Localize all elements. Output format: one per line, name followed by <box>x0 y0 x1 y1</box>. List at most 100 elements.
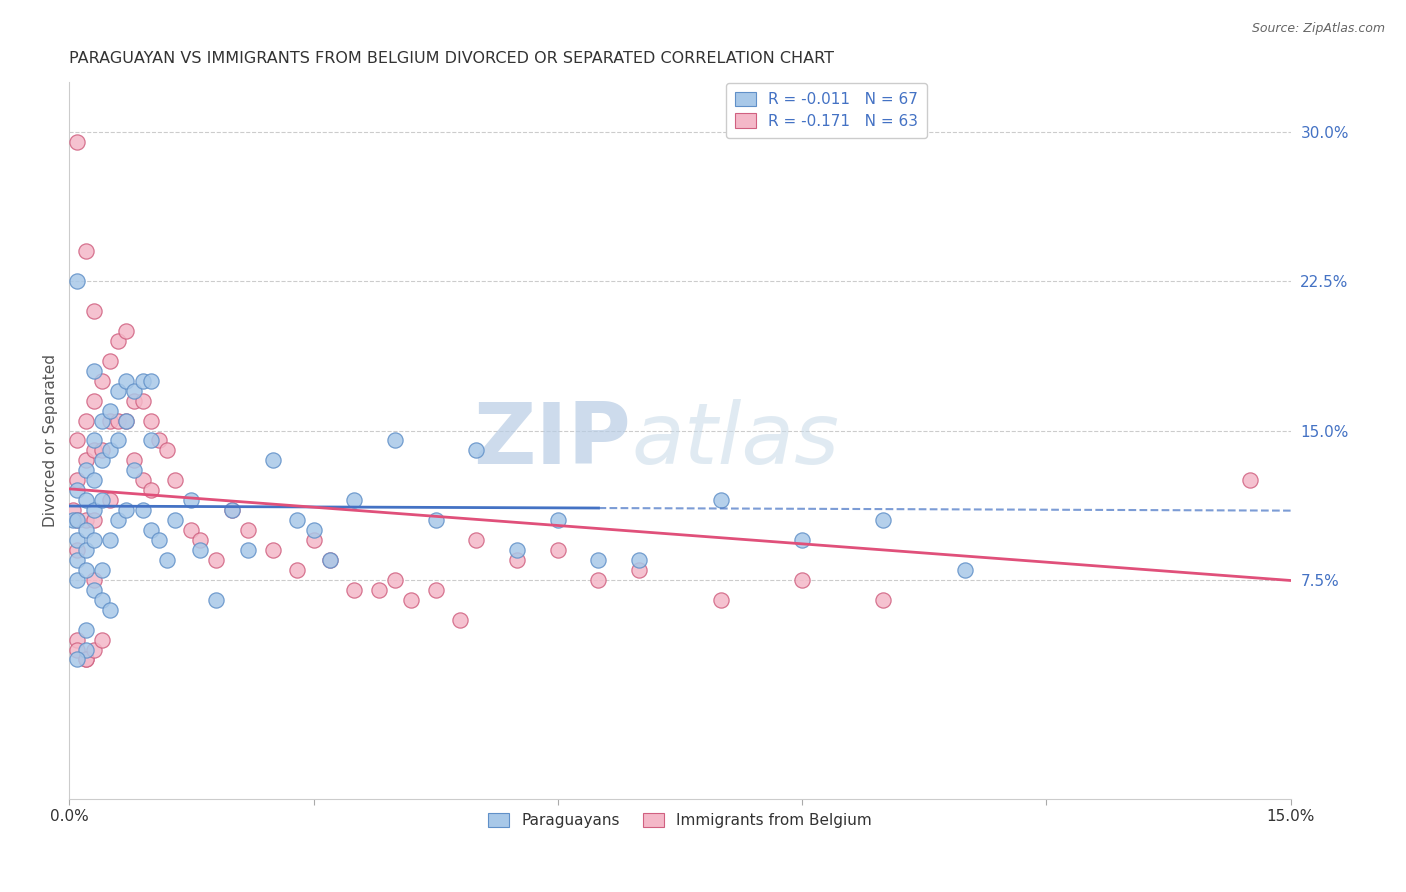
Point <box>107 334 129 348</box>
Point <box>75 652 97 666</box>
Point <box>148 533 170 547</box>
Point <box>302 533 325 547</box>
Point <box>90 374 112 388</box>
Point <box>188 543 211 558</box>
Point <box>710 493 733 508</box>
Point <box>66 642 89 657</box>
Point <box>98 603 121 617</box>
Point <box>148 434 170 448</box>
Point <box>83 473 105 487</box>
Point <box>75 563 97 577</box>
Text: atlas: atlas <box>631 399 839 482</box>
Point <box>790 533 813 547</box>
Point <box>319 553 342 567</box>
Point <box>131 374 153 388</box>
Point <box>139 483 162 498</box>
Point <box>465 533 488 547</box>
Text: Source: ZipAtlas.com: Source: ZipAtlas.com <box>1251 22 1385 36</box>
Point <box>628 563 651 577</box>
Point <box>98 493 121 508</box>
Point <box>449 613 471 627</box>
Point <box>238 523 260 537</box>
Point <box>384 434 406 448</box>
Legend: Paraguayans, Immigrants from Belgium: Paraguayans, Immigrants from Belgium <box>482 806 879 834</box>
Point <box>66 573 89 587</box>
Point <box>66 513 89 527</box>
Point <box>425 582 447 597</box>
Point <box>1239 473 1261 487</box>
Point <box>66 434 89 448</box>
Point <box>83 364 105 378</box>
Point <box>90 453 112 467</box>
Point <box>98 403 121 417</box>
Point <box>83 533 105 547</box>
Point <box>66 632 89 647</box>
Point <box>75 493 97 508</box>
Point <box>506 543 529 558</box>
Point <box>124 453 146 467</box>
Point <box>139 374 162 388</box>
Point <box>588 573 610 587</box>
Point <box>547 513 569 527</box>
Point <box>98 443 121 458</box>
Point <box>83 582 105 597</box>
Point <box>139 434 162 448</box>
Point <box>710 592 733 607</box>
Point <box>131 503 153 517</box>
Point <box>238 543 260 558</box>
Point <box>66 553 89 567</box>
Point <box>90 592 112 607</box>
Point <box>588 553 610 567</box>
Point <box>75 652 97 666</box>
Point <box>90 443 112 458</box>
Point <box>124 384 146 398</box>
Point <box>75 513 97 527</box>
Point <box>221 503 243 517</box>
Point <box>115 503 138 517</box>
Point <box>628 553 651 567</box>
Point <box>131 393 153 408</box>
Point <box>66 652 89 666</box>
Point <box>285 513 308 527</box>
Point <box>302 523 325 537</box>
Point <box>425 513 447 527</box>
Point <box>90 563 112 577</box>
Point <box>953 563 976 577</box>
Point <box>262 543 284 558</box>
Point <box>465 443 488 458</box>
Point <box>188 533 211 547</box>
Point <box>75 413 97 427</box>
Point <box>66 483 89 498</box>
Point <box>83 573 105 587</box>
Point <box>66 513 89 527</box>
Point <box>83 503 105 517</box>
Point <box>165 473 187 487</box>
Point <box>83 434 105 448</box>
Point <box>75 543 97 558</box>
Point <box>107 434 129 448</box>
Point <box>367 582 389 597</box>
Point <box>285 563 308 577</box>
Point <box>319 553 342 567</box>
Point <box>204 553 226 567</box>
Point <box>75 453 97 467</box>
Point <box>262 453 284 467</box>
Point <box>107 413 129 427</box>
Text: PARAGUAYAN VS IMMIGRANTS FROM BELGIUM DIVORCED OR SEPARATED CORRELATION CHART: PARAGUAYAN VS IMMIGRANTS FROM BELGIUM DI… <box>69 51 834 66</box>
Point <box>90 413 112 427</box>
Point <box>872 513 894 527</box>
Point <box>107 513 129 527</box>
Point <box>62 513 84 527</box>
Point <box>506 553 529 567</box>
Point <box>90 632 112 647</box>
Y-axis label: Divorced or Separated: Divorced or Separated <box>44 354 58 527</box>
Point <box>399 592 422 607</box>
Point <box>66 533 89 547</box>
Point <box>83 304 105 318</box>
Point <box>66 274 89 288</box>
Point <box>180 523 202 537</box>
Text: ZIP: ZIP <box>474 399 631 482</box>
Point <box>98 533 121 547</box>
Point <box>790 573 813 587</box>
Point <box>115 374 138 388</box>
